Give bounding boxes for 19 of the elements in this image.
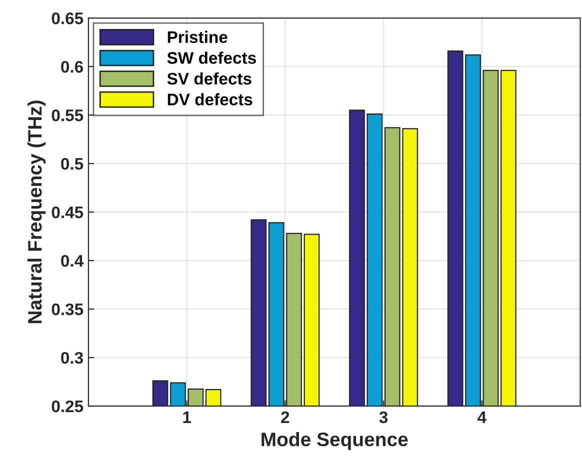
y-tick-label: 0.55 (52, 109, 84, 122)
x-tick-label: 4 (478, 412, 486, 423)
y-tick-label: 0.4 (61, 254, 84, 267)
y-tick-label: 0.25 (52, 400, 84, 412)
x-axis-title: Mode Sequence (262, 432, 408, 450)
y-tick-label: 0.35 (52, 303, 84, 316)
x-tick-label: 3 (379, 411, 388, 424)
y-tick-label: 0.5 (61, 158, 84, 170)
x-tick-label: 2 (281, 411, 290, 423)
legend-label: SV defects (167, 72, 252, 85)
y-tick-label: 0.45 (52, 206, 84, 218)
legend-label: DV defects (168, 93, 252, 106)
y-tick-label: 0.6 (61, 60, 84, 73)
y-axis-title: Natural Frequency (THz) (27, 100, 46, 324)
legend-label: Pristine (168, 30, 228, 44)
x-tick-label: 1 (183, 412, 191, 423)
legend-label: SW defects (167, 52, 256, 64)
y-tick-label: 0.65 (52, 12, 84, 24)
y-tick-label: 0.3 (61, 352, 84, 364)
